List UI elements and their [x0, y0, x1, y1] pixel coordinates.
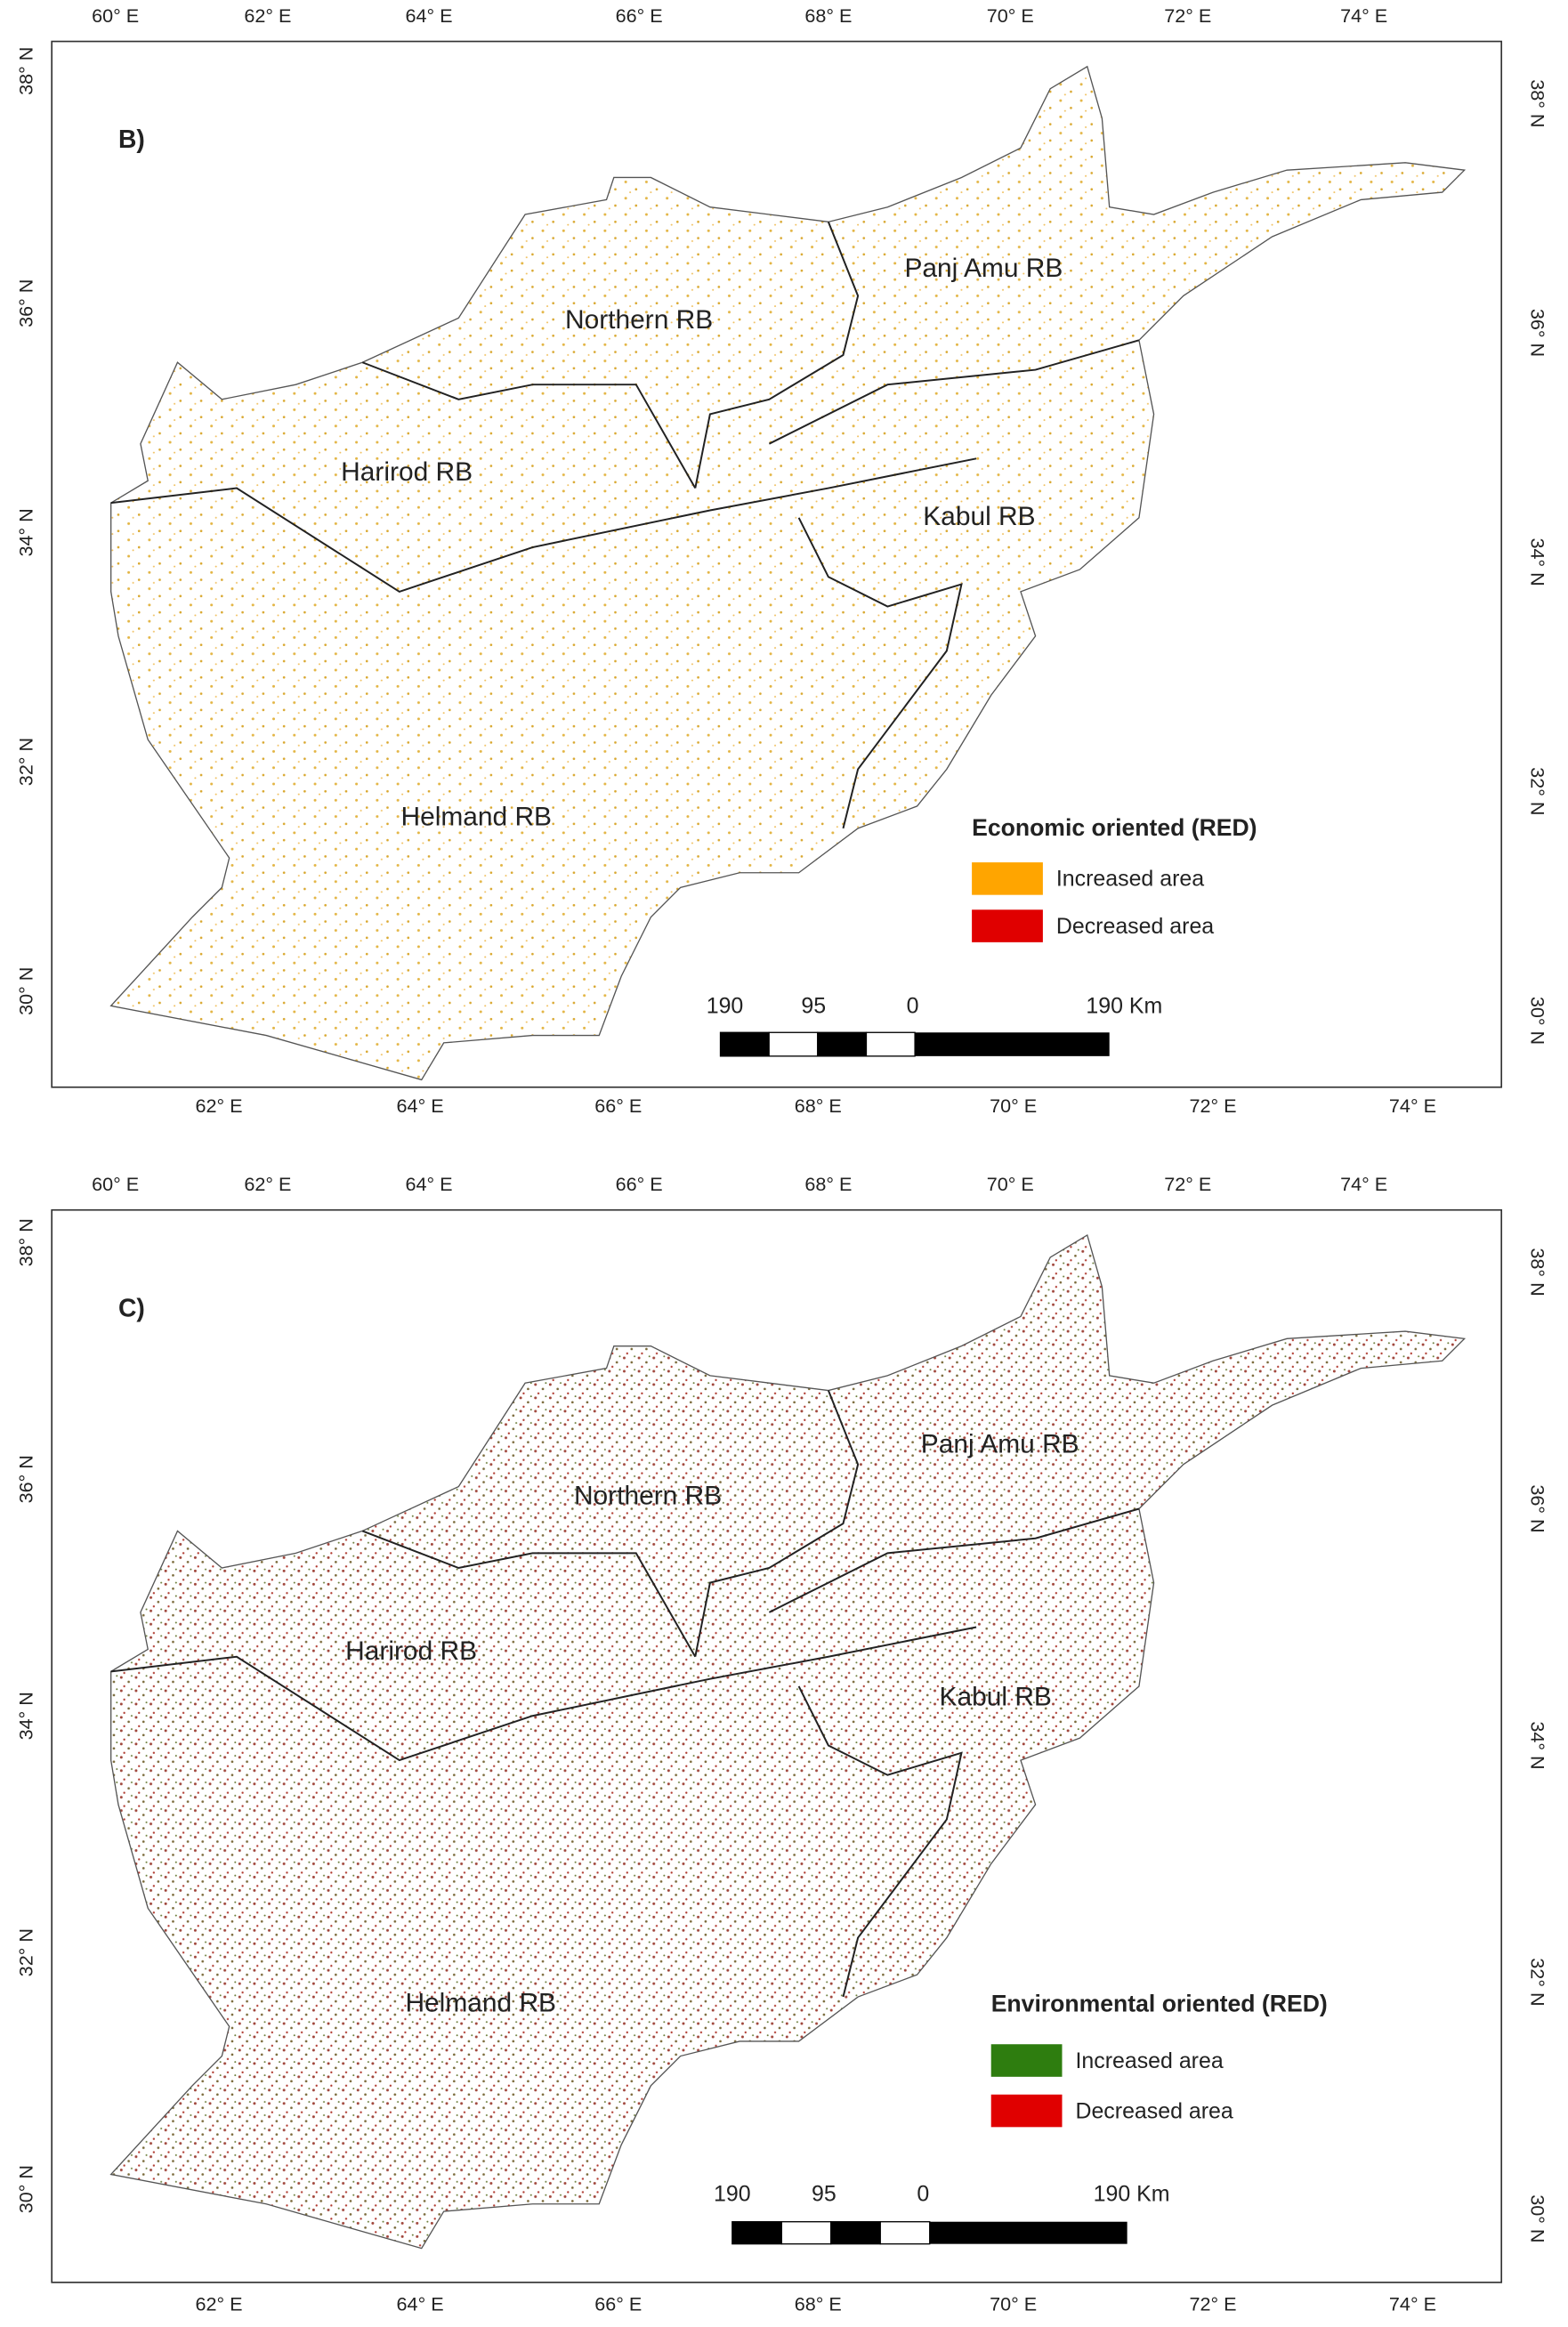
lon-tick-label: 62° E [195, 1095, 242, 1117]
lat-tick-label: 32° N [1526, 767, 1548, 815]
lon-tick-label: 74° E [1389, 2292, 1436, 2315]
legend-label: Decreased area [1075, 2098, 1233, 2123]
lon-tick-label: 66° E [616, 4, 663, 27]
basin-label: Panj Amu RB [904, 254, 1063, 283]
scale-segment [731, 2221, 782, 2245]
lon-tick-label: 72° E [1164, 1173, 1211, 1195]
lon-tick-label: 70° E [987, 1173, 1034, 1195]
lat-tick-label: 38° N [1526, 79, 1548, 127]
scale-segment [817, 1031, 868, 1057]
lat-tick-label: 34° N [15, 1692, 37, 1740]
scale-label: 190 [714, 2181, 751, 2206]
scale-label: 0 [917, 2181, 929, 2206]
lon-tick-label: 62° E [244, 4, 291, 27]
scale-label: 190 Km [1086, 994, 1162, 1019]
lat-tick-label: 36° N [15, 1455, 37, 1503]
panel-b [51, 40, 1503, 1088]
legend-label: Increased area [1056, 867, 1204, 892]
lon-tick-label: 72° E [1164, 4, 1211, 27]
scale-segment [915, 1032, 1110, 1056]
lon-tick-label: 72° E [1190, 1095, 1237, 1117]
lon-tick-label: 70° E [990, 2292, 1037, 2315]
basin-label: Helmand RB [400, 803, 552, 832]
lat-tick-label: 30° N [1526, 997, 1548, 1045]
legend-swatch [972, 909, 1043, 942]
lat-tick-label: 32° N [1526, 1958, 1548, 2006]
scale-label: 190 Km [1094, 2181, 1170, 2206]
lon-tick-label: 64° E [397, 1095, 444, 1117]
panel-c [51, 1208, 1503, 2283]
lon-tick-label: 70° E [987, 4, 1034, 27]
scale-segment [865, 1031, 916, 1057]
lat-tick-label: 32° N [15, 1928, 37, 1976]
legend-label: Increased area [1075, 2048, 1223, 2073]
lat-tick-label: 30° N [15, 967, 37, 1015]
panel-label: C) [118, 1293, 145, 1321]
basin-label: Helmand RB [405, 1989, 556, 2018]
lon-tick-label: 74° E [1340, 4, 1387, 27]
lon-tick-label: 62° E [195, 2292, 242, 2315]
scale-label: 190 [707, 994, 744, 1019]
lat-tick-label: 36° N [1526, 309, 1548, 357]
scale-label: 0 [907, 994, 919, 1019]
lon-tick-label: 74° E [1389, 1095, 1436, 1117]
scale-label: 95 [812, 2181, 837, 2206]
lon-tick-label: 64° E [406, 4, 453, 27]
lat-tick-label: 36° N [15, 279, 37, 327]
lon-tick-label: 70° E [990, 1095, 1037, 1117]
lat-tick-label: 32° N [15, 738, 37, 786]
legend-label: Decreased area [1056, 914, 1214, 939]
basin-label: Northern RB [574, 1482, 722, 1511]
lon-tick-label: 68° E [795, 1095, 842, 1117]
lat-tick-label: 34° N [15, 508, 37, 556]
map-frame [51, 40, 1503, 1088]
scale-segment [879, 2221, 931, 2245]
legend-swatch [990, 2044, 1063, 2077]
lon-tick-label: 66° E [594, 1095, 642, 1117]
lat-tick-label: 38° N [15, 1218, 37, 1266]
lat-tick-label: 38° N [15, 47, 37, 95]
lon-tick-label: 60° E [92, 1173, 139, 1195]
lon-tick-label: 68° E [804, 4, 852, 27]
legend-title: Economic oriented (RED) [972, 814, 1257, 841]
scale-label: 95 [801, 994, 826, 1019]
lon-tick-label: 60° E [92, 4, 139, 27]
legend-swatch [990, 2094, 1063, 2128]
scale-segment [929, 2221, 1128, 2244]
scale-segment [768, 1031, 819, 1057]
lon-tick-label: 62° E [244, 1173, 291, 1195]
lat-tick-label: 36° N [1526, 1484, 1548, 1532]
map-frame [51, 1208, 1503, 2283]
basin-label: Harirod RB [341, 457, 473, 487]
lon-tick-label: 74° E [1340, 1173, 1387, 1195]
figure-body: B) 60° E 62° E 64° E 66° E 68° E 70° E 72° E 74°… [15, 4, 1549, 2315]
country-outline [109, 65, 1466, 1081]
legend-swatch [972, 862, 1043, 895]
lon-tick-label: 66° E [616, 1173, 663, 1195]
lat-tick-label: 34° N [1526, 538, 1548, 586]
basin-label: Northern RB [565, 305, 713, 335]
lon-tick-label: 66° E [594, 2292, 642, 2315]
lon-tick-label: 68° E [804, 1173, 852, 1195]
scale-segment [830, 2221, 881, 2245]
scale-segment [719, 1031, 770, 1057]
lat-tick-label: 30° N [1526, 2194, 1548, 2242]
lat-tick-label: 34° N [1526, 1721, 1548, 1769]
scale-segment [780, 2221, 832, 2245]
lon-tick-label: 64° E [397, 2292, 444, 2315]
lon-tick-label: 72° E [1190, 2292, 1237, 2315]
basin-label: Harirod RB [345, 1636, 477, 1666]
lat-tick-label: 30° N [15, 2165, 37, 2213]
lon-tick-label: 68° E [795, 2292, 842, 2315]
lat-tick-label: 38° N [1526, 1248, 1548, 1296]
panel-label: B) [118, 125, 145, 153]
lon-tick-label: 64° E [406, 1173, 453, 1195]
basin-label: Panj Amu RB [921, 1429, 1079, 1458]
basin-label: Kabul RB [923, 502, 1035, 531]
country-outline [109, 1234, 1466, 2250]
basin-label: Kabul RB [940, 1683, 1052, 1712]
legend-title: Environmental oriented (RED) [991, 1991, 1328, 2017]
